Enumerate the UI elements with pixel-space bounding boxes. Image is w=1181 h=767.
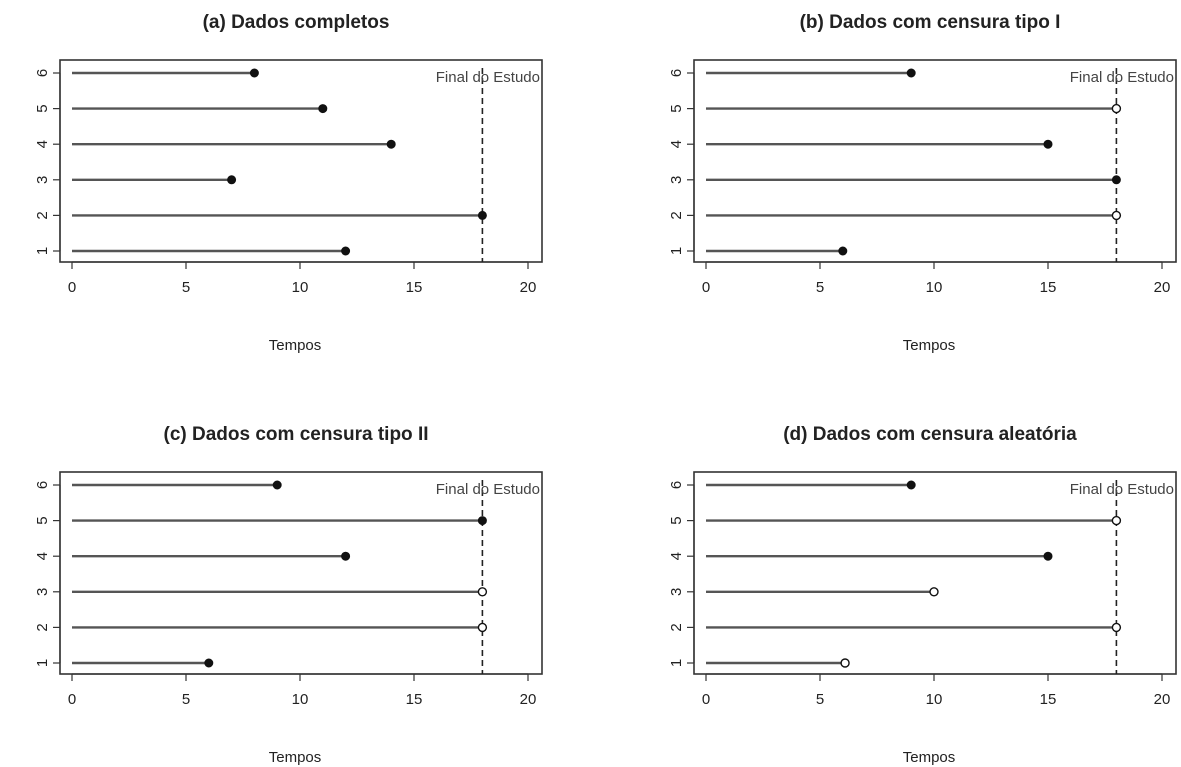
subject-4-event-point xyxy=(341,551,351,561)
x-tick-label: 5 xyxy=(182,279,190,296)
y-tick-label: 3 xyxy=(34,176,51,184)
y-tick-label: 3 xyxy=(668,176,685,184)
subject-4-event-point xyxy=(1043,551,1053,561)
x-tick-label: 0 xyxy=(68,691,76,708)
y-tick-label: 5 xyxy=(668,516,685,524)
y-tick-label: 6 xyxy=(34,69,51,77)
x-tick-label: 10 xyxy=(926,279,943,296)
y-tick-label: 5 xyxy=(668,104,685,112)
x-tick-label: 15 xyxy=(1040,691,1057,708)
x-tick-label: 15 xyxy=(406,691,423,708)
y-tick-label: 3 xyxy=(668,588,685,596)
y-tick-label: 6 xyxy=(668,69,685,77)
y-tick-label: 4 xyxy=(34,552,51,560)
study-end-annotation: Final do Estudo xyxy=(436,481,540,498)
x-tick-label: 10 xyxy=(292,279,309,296)
plot-frame xyxy=(59,59,543,263)
x-tick-label: 0 xyxy=(702,279,710,296)
y-tick-label: 1 xyxy=(34,659,51,667)
x-tick-label: 20 xyxy=(1154,279,1171,296)
subject-1-event-point xyxy=(341,246,351,256)
y-tick-label: 2 xyxy=(34,623,51,631)
chart-title: (a) Dados completos xyxy=(203,12,390,33)
study-end-annotation: Final do Estudo xyxy=(1070,69,1174,86)
y-tick-label: 5 xyxy=(34,104,51,112)
chart-panel-2: (c) Dados com censura tipo II0 5 10 15 20Tem… xyxy=(34,424,543,766)
subject-4-event-point xyxy=(386,139,396,149)
study-end-annotation: Final do Estudo xyxy=(1070,481,1174,498)
subject-2-censored-point xyxy=(477,622,488,633)
x-tick-label: 0 xyxy=(702,691,710,708)
subject-2-censored-point xyxy=(1111,210,1122,221)
subject-6-event-point xyxy=(906,480,916,490)
y-tick-label: 2 xyxy=(668,211,685,219)
x-axis-label: Tempos xyxy=(269,337,322,354)
chart-title: (d) Dados com censura aleatória xyxy=(783,424,1077,445)
chart-title: (c) Dados com censura tipo II xyxy=(164,424,429,445)
subject-5-censored-point xyxy=(1111,103,1122,114)
chart-title: (b) Dados com censura tipo I xyxy=(800,12,1061,33)
subject-2-event-point xyxy=(477,210,487,220)
x-tick-label: 0 xyxy=(68,279,76,296)
y-tick-label: 3 xyxy=(34,588,51,596)
y-tick-label: 6 xyxy=(34,481,51,489)
y-tick-label: 5 xyxy=(34,516,51,524)
x-axis-label: Tempos xyxy=(903,337,956,354)
plot-frame xyxy=(693,471,1177,675)
x-tick-label: 20 xyxy=(1154,691,1171,708)
x-tick-label: 10 xyxy=(926,691,943,708)
subject-3-event-point xyxy=(227,175,237,185)
subject-2-censored-point xyxy=(1111,622,1122,633)
chart-panel-0: (a) Dados completos 0 5 10 15 20 Tempos 1 2 3 4 5 6 F… xyxy=(34,12,543,354)
y-tick-label: 1 xyxy=(668,659,685,667)
y-tick-label: 4 xyxy=(34,140,51,148)
subject-6-event-point xyxy=(249,68,259,78)
subject-1-event-point xyxy=(204,658,214,668)
y-tick-label: 2 xyxy=(34,211,51,219)
subject-4-event-point xyxy=(1043,139,1053,149)
x-tick-label: 20 xyxy=(520,279,537,296)
y-tick-label: 4 xyxy=(668,140,685,148)
y-tick-label: 2 xyxy=(668,623,685,631)
study-end-annotation: Final do Estudo xyxy=(436,69,540,86)
y-tick-label: 6 xyxy=(668,481,685,489)
plot-frame xyxy=(59,471,543,675)
x-tick-label: 20 xyxy=(520,691,537,708)
subject-5-event-point xyxy=(477,516,487,526)
x-tick-label: 15 xyxy=(406,279,423,296)
subject-3-event-point xyxy=(1111,175,1121,185)
subject-6-event-point xyxy=(906,68,916,78)
subject-6-event-point xyxy=(272,480,282,490)
y-tick-label: 4 xyxy=(668,552,685,560)
subject-3-censored-point xyxy=(477,587,488,597)
subject-1-event-point xyxy=(838,246,848,256)
x-tick-label: 5 xyxy=(182,691,190,708)
x-tick-label: 10 xyxy=(292,691,309,708)
y-tick-label: 1 xyxy=(668,247,685,255)
subject-1-censored-point xyxy=(840,658,850,668)
subject-5-censored-point xyxy=(1111,515,1122,526)
subject-5-event-point xyxy=(318,104,328,114)
chart-panel-1: (b) Dados com censura tipo I0 5 10 15 20Temp… xyxy=(668,12,1177,354)
y-tick-label: 1 xyxy=(34,247,51,255)
x-axis-label: Tempos xyxy=(269,749,322,766)
plot-frame xyxy=(693,59,1177,263)
x-tick-label: 5 xyxy=(816,279,824,296)
x-tick-label: 15 xyxy=(1040,279,1057,296)
x-tick-label: 5 xyxy=(816,691,824,708)
x-axis-label: Tempos xyxy=(903,749,956,766)
subject-3-censored-point xyxy=(929,587,939,597)
